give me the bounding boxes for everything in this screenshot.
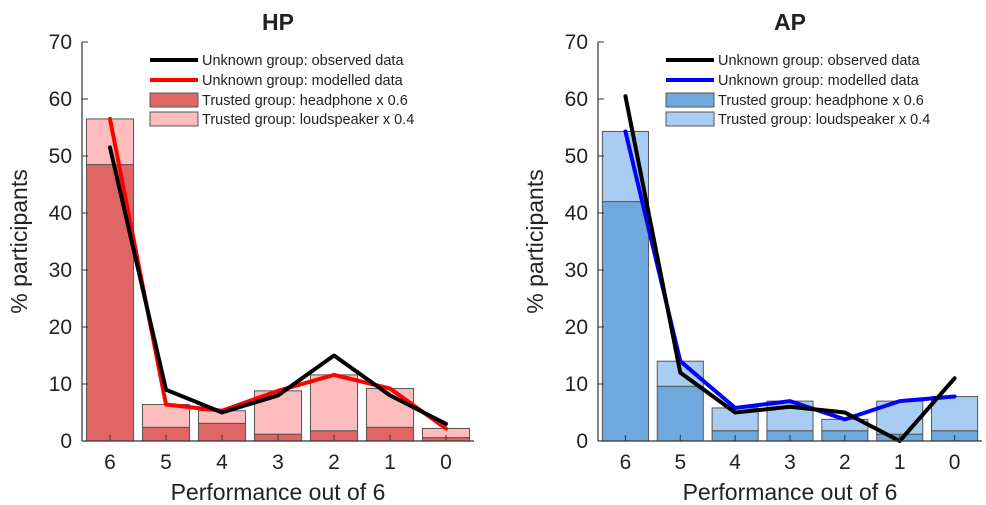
- x-tick-label: 3: [272, 451, 284, 474]
- bar-headphone-5: [656, 385, 704, 442]
- x-tick-label: 6: [104, 451, 116, 474]
- x-tick-label: 0: [440, 451, 452, 474]
- y-tick-label: 40: [49, 202, 72, 225]
- legend-loudspeaker-swatch: [149, 111, 199, 127]
- y-tick-label: 30: [565, 259, 588, 282]
- x-tick-label: 4: [729, 451, 741, 474]
- y-tick-label: 30: [49, 259, 72, 282]
- bar-headphone-6: [601, 201, 649, 442]
- bar-loudspeaker-0: [931, 396, 979, 432]
- y-tick-label: 0: [60, 430, 72, 453]
- y-tick-label: 10: [565, 373, 588, 396]
- x-tick-label: 4: [216, 451, 228, 474]
- modelled-line: [623, 129, 957, 422]
- legend-headphone-swatch: [149, 92, 199, 108]
- modelled-line: [108, 116, 448, 431]
- x-tick-label: 5: [674, 451, 686, 474]
- x-tick-label: 2: [839, 451, 851, 474]
- legend-loudspeaker-swatch: [665, 111, 715, 127]
- x-tick-label: 6: [620, 451, 632, 474]
- observed-line: [108, 145, 448, 426]
- y-tick-label: 40: [565, 202, 588, 225]
- x-axis-label: Performance out of 6: [683, 479, 898, 505]
- y-tick-label: 50: [565, 145, 588, 168]
- legend-loudspeaker-label: Trusted group: loudspeaker x 0.4: [202, 112, 414, 128]
- x-tick-label: 5: [160, 451, 172, 474]
- chart-title: AP: [774, 9, 806, 35]
- legend-headphone-swatch: [665, 92, 715, 108]
- x-axis-label: Performance out of 6: [171, 479, 386, 505]
- legend-observed-label: Unknown group: observed data: [718, 53, 920, 69]
- legend-headphone-label: Trusted group: headphone x 0.6: [202, 93, 408, 109]
- y-tick-label: 60: [49, 88, 72, 111]
- y-tick-label: 50: [49, 145, 72, 168]
- y-axis-label: % participants: [6, 169, 32, 313]
- x-tick-label: 0: [949, 451, 961, 474]
- chart-title: HP: [262, 9, 294, 35]
- y-tick-label: 70: [49, 31, 72, 54]
- y-tick-label: 10: [49, 373, 72, 396]
- x-tick-label: 1: [894, 451, 906, 474]
- legend-modelled-label: Unknown group: modelled data: [202, 73, 404, 89]
- legend-loudspeaker-label: Trusted group: loudspeaker x 0.4: [718, 112, 930, 128]
- y-tick-label: 20: [49, 316, 72, 339]
- legend-modelled-label: Unknown group: modelled data: [718, 73, 920, 89]
- y-tick-label: 20: [565, 316, 588, 339]
- y-tick-label: 70: [565, 31, 588, 54]
- legend-headphone-label: Trusted group: headphone x 0.6: [718, 93, 924, 109]
- legend-observed-label: Unknown group: observed data: [202, 53, 404, 69]
- y-tick-label: 60: [565, 88, 588, 111]
- y-axis-label: % participants: [522, 169, 548, 313]
- x-tick-label: 3: [784, 451, 796, 474]
- x-tick-label: 2: [328, 451, 340, 474]
- x-tick-label: 1: [384, 451, 396, 474]
- y-tick-label: 0: [576, 430, 588, 453]
- bar-loudspeaker-2: [309, 374, 359, 432]
